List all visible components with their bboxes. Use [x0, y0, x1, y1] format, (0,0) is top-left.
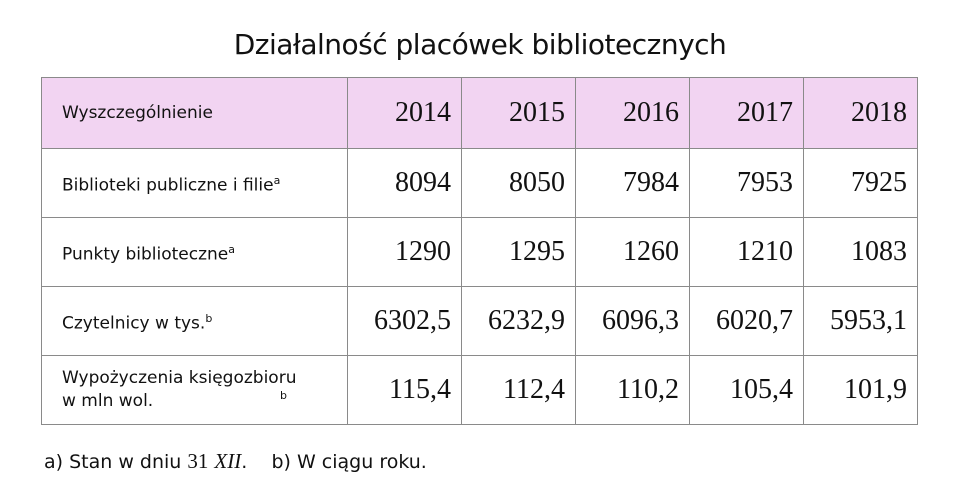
cell: 5953,1 — [803, 286, 918, 356]
cell: 8050 — [461, 148, 576, 218]
cell: 1260 — [575, 217, 690, 287]
table-header-row: Wyszczególnienie 2014 2015 2016 2017 201… — [41, 77, 918, 149]
library-table: Wyszczególnienie 2014 2015 2016 2017 201… — [41, 77, 918, 425]
page-title: Działalność placówek bibliotecznych — [233, 28, 727, 61]
cell: 6020,7 — [689, 286, 804, 356]
cell: 1083 — [803, 217, 918, 287]
cell: 7925 — [803, 148, 918, 218]
footnote-a: a) Stan w dniu 31 XII. — [44, 449, 248, 473]
row-label: Wypożyczenia księgozbioru w mln wol. b — [41, 355, 348, 425]
cell: 6232,9 — [461, 286, 576, 356]
footnote-mark: b — [205, 311, 213, 325]
cell: 7984 — [575, 148, 690, 218]
cell: 1295 — [461, 217, 576, 287]
cell: 6302,5 — [347, 286, 462, 356]
cell: 115,4 — [347, 355, 462, 425]
footnote-b: b) W ciągu roku. — [271, 451, 427, 473]
header-year: 2018 — [803, 77, 918, 149]
footnotes: a) Stan w dniu 31 XII. b) W ciągu roku. — [44, 449, 427, 474]
table-row: Wypożyczenia księgozbioru w mln wol. b 11… — [41, 355, 918, 425]
cell: 1210 — [689, 217, 804, 287]
header-year: 2015 — [461, 77, 576, 149]
row-label: Czytelnicy w tys.b — [41, 286, 348, 356]
cell: 6096,3 — [575, 286, 690, 356]
header-year: 2017 — [689, 77, 804, 149]
header-year: 2014 — [347, 77, 462, 149]
row-label: Biblioteki publiczne i filiea — [41, 148, 348, 218]
cell: 110,2 — [575, 355, 690, 425]
footnote-mark: a — [273, 173, 281, 187]
cell: 8094 — [347, 148, 462, 218]
cell: 7953 — [689, 148, 804, 218]
cell: 105,4 — [689, 355, 804, 425]
footnote-mark: b — [280, 389, 287, 403]
table-row: Punkty bibliotecznea 1290 1295 1260 1210… — [41, 217, 918, 287]
table-row: Czytelnicy w tys.b 6302,5 6232,9 6096,3 … — [41, 286, 918, 356]
cell: 101,9 — [803, 355, 918, 425]
row-label: Punkty bibliotecznea — [41, 217, 348, 287]
cell: 112,4 — [461, 355, 576, 425]
table-row: Biblioteki publiczne i filiea 8094 8050 … — [41, 148, 918, 218]
cell: 1290 — [347, 217, 462, 287]
footnote-mark: a — [228, 242, 236, 256]
header-label: Wyszczególnienie — [41, 77, 348, 149]
header-year: 2016 — [575, 77, 690, 149]
